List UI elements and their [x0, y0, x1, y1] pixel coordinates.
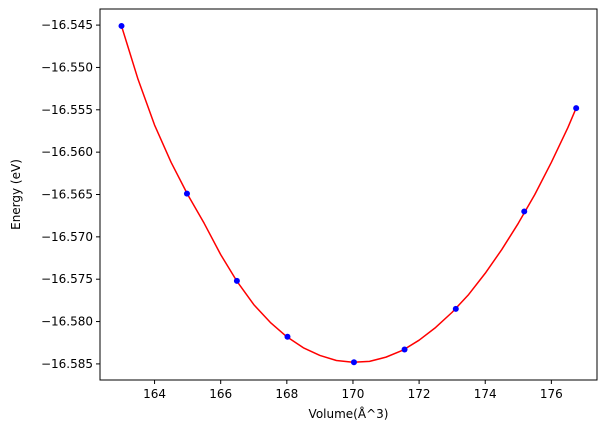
data-point [118, 22, 125, 29]
x-tick-label: 166 [209, 387, 232, 401]
series-layer [118, 22, 580, 366]
data-point [284, 333, 291, 340]
x-tick-label: 172 [408, 387, 431, 401]
data-point [233, 277, 240, 284]
x-tick-label: 168 [275, 387, 298, 401]
plot-frame [99, 8, 598, 381]
y-tick-label: −16.575 [41, 272, 93, 286]
y-tick-label: −16.555 [41, 103, 93, 117]
data-point [401, 346, 408, 353]
y-tick-label: −16.570 [41, 230, 93, 244]
y-tick-label: −16.550 [41, 60, 93, 74]
y-tick-label: −16.565 [41, 188, 93, 202]
data-point [183, 190, 190, 197]
data-point [573, 105, 580, 112]
data-point [521, 208, 528, 215]
x-tick-label: 174 [474, 387, 497, 401]
y-tick-label: −16.580 [41, 315, 93, 329]
x-axis-label: Volume(Å^3) [309, 406, 389, 421]
y-tick-label: −16.545 [41, 18, 93, 32]
x-tick-label: 170 [342, 387, 365, 401]
x-tick-label: 176 [540, 387, 563, 401]
data-point [350, 359, 357, 366]
y-tick-label: −16.585 [41, 357, 93, 371]
y-axis-ticks: −16.545 −16.550 −16.555 −16.560 −16.565 −16.5… [41, 18, 100, 371]
y-axis-label: Energy (eV) [9, 159, 23, 230]
plot-area [99, 8, 598, 381]
x-tick-label: 164 [143, 387, 166, 401]
data-point [452, 305, 459, 312]
x-axis-ticks: 164 166 168 170 172 174 176 [143, 380, 563, 401]
y-tick-label: −16.560 [41, 145, 93, 159]
